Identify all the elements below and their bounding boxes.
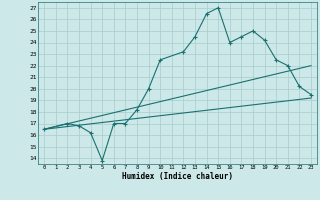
X-axis label: Humidex (Indice chaleur): Humidex (Indice chaleur) [122,172,233,181]
